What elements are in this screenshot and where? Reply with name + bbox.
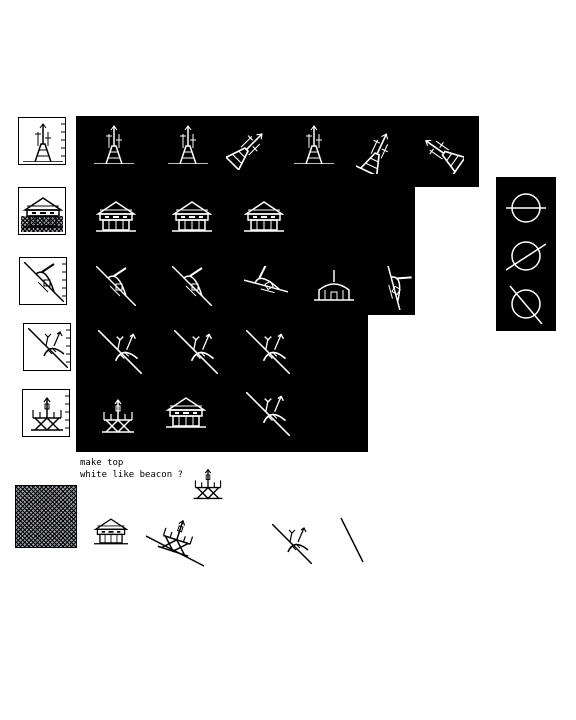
- sample-frame-tower: [18, 117, 66, 165]
- ruler-ticks-icon: [65, 395, 69, 429]
- circle-diagonal-line-icon: [509, 285, 543, 324]
- icon-grid-panel-row1: [76, 116, 479, 187]
- domed-bunker-on-slope-icon: [24, 262, 64, 302]
- antenna-tower-on-slope-icon: [420, 130, 464, 174]
- satellite-dish-on-slope-icon: [28, 328, 68, 368]
- satellite-dish-on-slope-icon: [272, 524, 312, 564]
- domed-bunker-on-slope-icon: [172, 266, 212, 306]
- domed-bunker-on-slope-icon: [244, 266, 288, 306]
- antenna-tower-icon: [294, 125, 334, 164]
- beacon-tower-icon: [101, 399, 135, 433]
- domed-bunker-icon: [314, 269, 354, 301]
- antenna-tower-icon: [168, 125, 208, 164]
- icon-grid-panel-row3: [76, 315, 368, 452]
- satellite-dish-on-slope-icon: [246, 392, 290, 436]
- satellite-dish-on-slope-icon: [246, 330, 290, 374]
- antenna-tower-on-slope-icon: [356, 130, 400, 174]
- satellite-dish-on-slope-icon: [174, 330, 218, 374]
- annotation-note-line1: make top: [80, 458, 124, 468]
- sample-frame-dish-slope: [23, 323, 71, 371]
- ruler-ticks-icon: [66, 329, 70, 363]
- sample-frame-temple: [18, 187, 66, 235]
- satellite-dish-on-slope-icon: [98, 330, 142, 374]
- hatched-pattern-swatch: [15, 485, 77, 548]
- domed-bunker-on-slope-icon: [374, 266, 414, 310]
- ruler-ticks-icon: [61, 123, 65, 157]
- sample-frame-dome-slope: [19, 257, 67, 305]
- slope-line-icon: [340, 517, 364, 563]
- pagoda-building-icon: [96, 201, 136, 232]
- circle-diagonal-line-icon: [506, 241, 546, 271]
- icon-grid-panel-row2: [76, 187, 415, 315]
- pagoda-building-icon: [166, 397, 206, 428]
- domed-bunker-on-slope-icon: [96, 266, 136, 306]
- pagoda-building-icon: [172, 201, 212, 232]
- sample-frame-beacon: [22, 389, 70, 437]
- beacon-tower-on-slope-icon: [146, 518, 205, 567]
- antenna-tower-icon: [94, 125, 134, 164]
- beacon-tower-icon: [30, 397, 64, 431]
- pagoda-building-icon: [244, 201, 284, 232]
- circle-level-line-icon: [506, 193, 546, 223]
- annotation-note-line2: white like beacon ?: [80, 470, 183, 480]
- pagoda-building-icon: [94, 518, 128, 545]
- antenna-tower-on-slope-icon: [226, 126, 270, 170]
- ruler-ticks-icon: [62, 263, 66, 297]
- beacon-tower-icon: [192, 468, 224, 500]
- pagoda-building-icon: [23, 197, 63, 228]
- antenna-tower-icon: [23, 123, 63, 162]
- hatched-ground-swatch: [21, 216, 63, 232]
